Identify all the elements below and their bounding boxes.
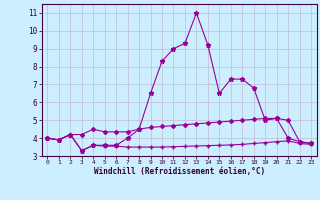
X-axis label: Windchill (Refroidissement éolien,°C): Windchill (Refroidissement éolien,°C) xyxy=(94,167,265,176)
